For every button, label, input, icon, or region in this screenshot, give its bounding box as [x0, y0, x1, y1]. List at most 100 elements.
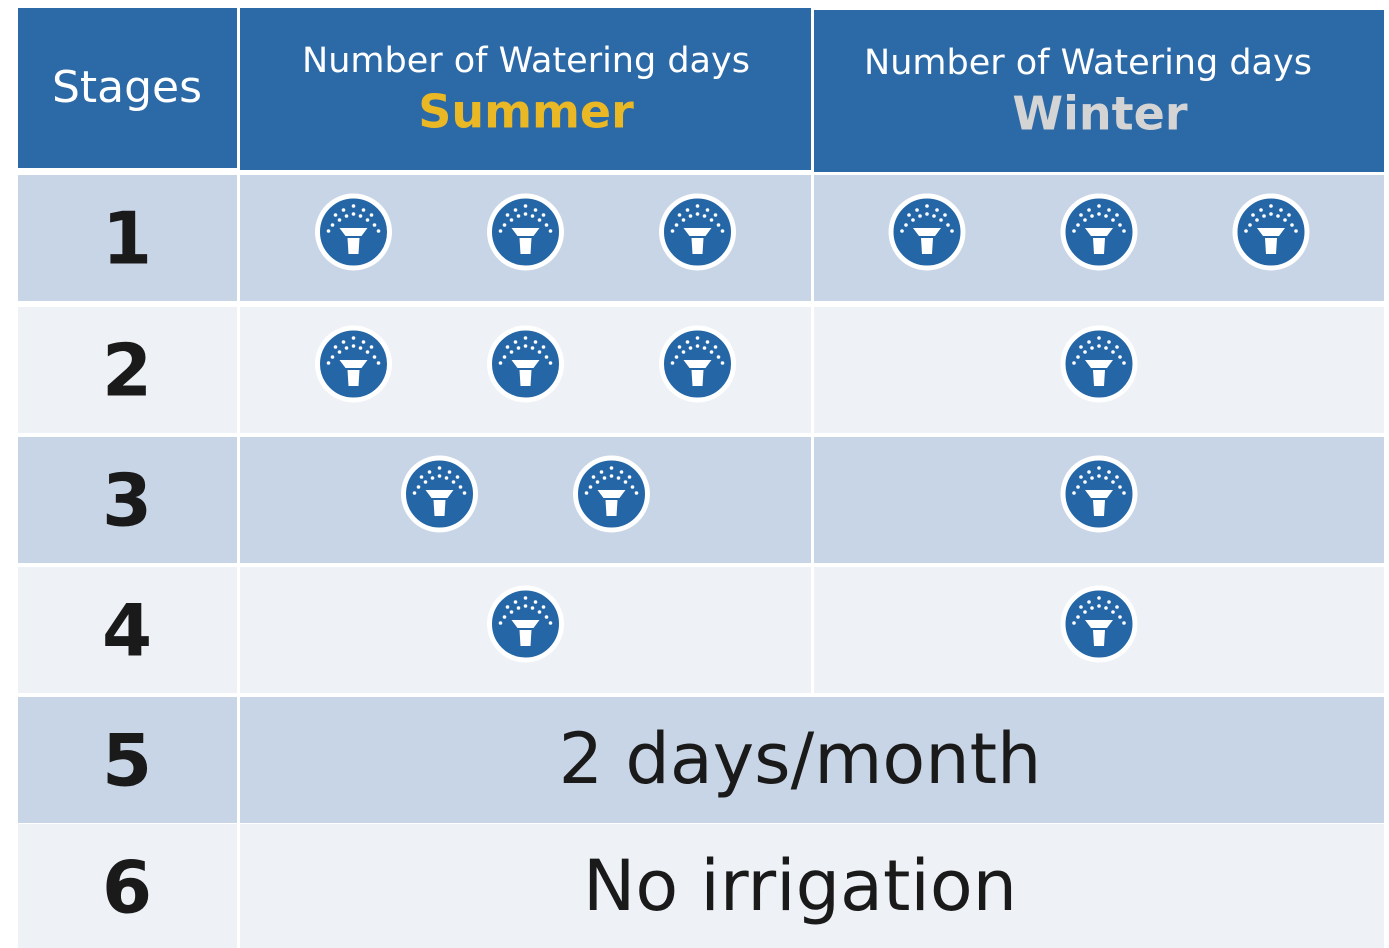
icon-spray-dot: [1269, 212, 1273, 216]
header-season: Summer: [418, 85, 634, 139]
icon-spray-dot: [1118, 355, 1122, 359]
icon-spray-dot: [537, 218, 542, 222]
icon-spray-dot: [530, 606, 535, 610]
icon-spray-dot: [541, 605, 546, 609]
icon-spray-dot: [619, 470, 624, 474]
icon-spray-dot: [530, 346, 535, 350]
icon-spray-dot: [351, 344, 356, 348]
icon-spray-dot: [674, 223, 679, 227]
icon-spray-dot: [1107, 208, 1111, 212]
icon-spray-dot: [423, 480, 428, 484]
icon-spray-dot: [609, 466, 614, 470]
icon-spray-dot: [634, 491, 639, 495]
icon-spray-dot: [1118, 485, 1122, 489]
icon-spray-dot: [1118, 223, 1122, 227]
icon-spray-dot: [1104, 606, 1108, 610]
icon-spray-dot: [330, 223, 335, 227]
icon-spray-dot: [681, 350, 686, 354]
icon-spray-dot: [447, 470, 452, 474]
icon-spray-dot: [685, 208, 690, 212]
icon-spray-dot: [498, 229, 503, 233]
icon-spray-dot: [1079, 345, 1083, 349]
icon-spray-dot: [677, 213, 682, 217]
icon-spray-dot: [1076, 485, 1080, 489]
icon-spray-dot: [716, 223, 721, 227]
icon-spray-dot: [911, 218, 915, 222]
icon-spray-dot: [1262, 214, 1266, 218]
icon-nozzle: [1085, 490, 1113, 516]
icon-spray-dot: [351, 336, 356, 340]
stage-number: 6: [102, 846, 152, 930]
icon-spray-dot: [1111, 350, 1115, 354]
icon-spray-dot: [688, 346, 693, 350]
icon-spray-dot: [376, 361, 381, 365]
icon-spray-dot: [709, 350, 714, 354]
header-cell: [18, 8, 237, 168]
icon-spray-dot: [376, 229, 381, 233]
icon-spray-dot: [544, 223, 549, 227]
icon-spray-dot: [1072, 229, 1076, 233]
icon-spray-dot: [935, 208, 939, 212]
icon-spray-dot: [427, 470, 432, 474]
icon-spray-dot: [1111, 480, 1115, 484]
icon-spray-dot: [1083, 610, 1087, 614]
icon-spray-dot: [702, 214, 707, 218]
icon-spray-dot: [1118, 615, 1122, 619]
icon-spray-dot: [670, 361, 675, 365]
header-title: Number of Watering days: [302, 41, 750, 81]
icon-spray-dot: [548, 361, 553, 365]
icon-spray-dot: [915, 208, 919, 212]
icon-spray-dot: [523, 604, 528, 608]
icon-nozzle: [339, 360, 368, 386]
icon-spray-dot: [1269, 204, 1273, 208]
icon-nozzle: [597, 490, 626, 516]
note-text: No irrigation: [583, 845, 1017, 927]
icon-spray-dot: [523, 336, 528, 340]
icon-spray-dot: [939, 218, 943, 222]
table-body: 1 2 3 4 5 2 days/month 6 No irrigation: [18, 175, 1384, 948]
icon-spray-dot: [720, 361, 725, 365]
icon-spray-dot: [451, 480, 456, 484]
icon-spray-dot: [1294, 229, 1298, 233]
icon-nozzle: [511, 620, 540, 646]
icon-spray-dot: [1104, 214, 1108, 218]
icon-spray-dot: [523, 596, 528, 600]
sprinkler-icon: [1232, 193, 1310, 271]
icon-nozzle: [1085, 360, 1113, 386]
icon-spray-dot: [516, 346, 521, 350]
icon-spray-dot: [1115, 345, 1119, 349]
icon-spray-dot: [616, 476, 621, 480]
icon-spray-dot: [591, 475, 596, 479]
icon-spray-dot: [1079, 605, 1083, 609]
stage-cell: [18, 697, 237, 823]
icon-spray-dot: [351, 204, 356, 208]
icon-spray-dot: [1290, 223, 1294, 227]
stage-cell: [18, 437, 237, 563]
icon-spray-dot: [337, 218, 342, 222]
icon-spray-dot: [1090, 476, 1094, 480]
icon-spray-dot: [595, 480, 600, 484]
icon-spray-dot: [705, 208, 710, 212]
icon-spray-dot: [498, 621, 503, 625]
sprinkler-icon: [315, 325, 392, 403]
icon-spray-dot: [548, 229, 553, 233]
icon-spray-dot: [1279, 208, 1283, 212]
icon-spray-dot: [1122, 361, 1126, 365]
icon-spray-dot: [1115, 605, 1119, 609]
icon-spray-dot: [1283, 218, 1287, 222]
icon-spray-dot: [455, 475, 460, 479]
icon-spray-dot: [1111, 610, 1115, 614]
icon-spray-dot: [1251, 213, 1255, 217]
icon-spray-dot: [548, 621, 553, 625]
icon-spray-dot: [627, 475, 632, 479]
icon-spray-dot: [505, 605, 510, 609]
icon-spray-dot: [509, 350, 514, 354]
icon-spray-dot: [333, 345, 338, 349]
sprinkler-icon: [401, 455, 478, 533]
icon-spray-dot: [695, 344, 700, 348]
icon-spray-dot: [1087, 340, 1091, 344]
icon-spray-dot: [1072, 621, 1076, 625]
icon-spray-dot: [630, 485, 635, 489]
icon-spray-dot: [900, 229, 904, 233]
